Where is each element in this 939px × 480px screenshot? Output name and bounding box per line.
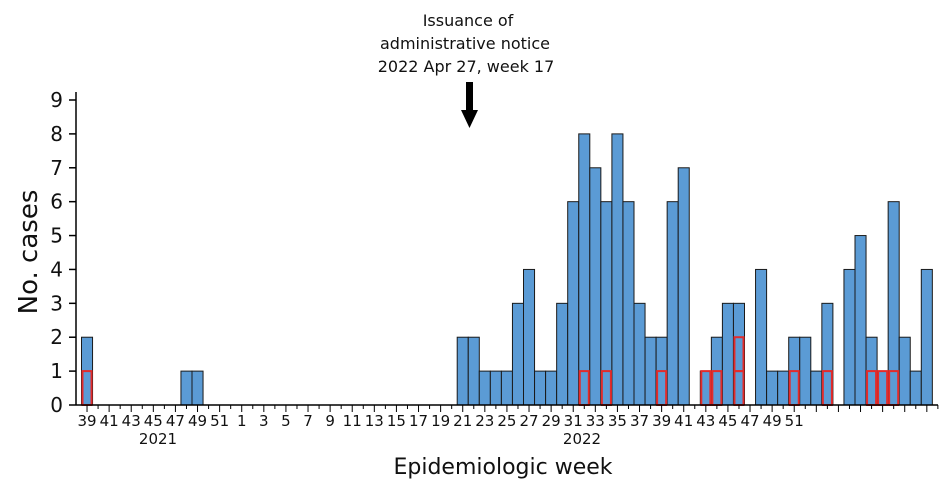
bar [755,268,768,406]
highlight-bar [733,336,745,373]
x-tick-label: 39 [77,412,96,430]
bar [677,167,690,406]
bar [191,370,204,406]
bar [854,235,867,406]
x-tick-label: 25 [497,412,516,430]
bar [843,268,856,406]
x-tick-label: 5 [281,412,291,430]
bar [478,370,491,406]
y-tick-label: 7 [50,156,63,180]
annotation-arrow-head [461,110,478,128]
x-tick-label: 45 [718,412,737,430]
x-tick-label: 37 [630,412,649,430]
x-tick-label: 33 [586,412,605,430]
x-tick-label: 13 [365,412,384,430]
y-tick-label: 6 [50,190,63,214]
x-tick-label: 41 [100,412,119,430]
y-tick-label: 3 [50,291,63,315]
bar [810,370,823,406]
x-tick-label: 49 [188,412,207,430]
bar [556,302,569,406]
x-tick-label: 19 [431,412,450,430]
bar [545,370,558,406]
x-tick-label: 15 [387,412,406,430]
bar [180,370,193,406]
bars-layer [81,133,933,406]
bar [766,370,779,406]
x-tick-label: 21 [453,412,472,430]
annotation-line-3: 2022 Apr 27, week 17 [378,57,555,76]
x-tick-label: 49 [763,412,782,430]
bar [622,201,635,406]
bar [523,268,536,406]
y-tick-label: 0 [50,393,63,417]
bar [799,336,812,406]
x-tick-label: 7 [303,412,313,430]
bar [589,167,602,406]
bar [511,302,525,406]
bar [721,302,734,406]
x-tick-label: 23 [475,412,494,430]
x-tick-label: 47 [166,412,185,430]
x-axis-title: Epidemiologic week [393,455,612,480]
y-tick-label: 5 [50,224,63,248]
annotation-arrow-shaft [466,82,473,112]
annotation: Issuance of administrative notice 2022 A… [378,11,555,128]
annotation-line-2: administrative notice [380,34,550,53]
y-axis-title: No. cases [14,190,44,315]
y-tick-label: 4 [50,257,63,281]
x-tick-label: 9 [325,412,335,430]
x-tick-label: 29 [542,412,561,430]
x-tick-label: 47 [740,412,759,430]
x-tick-label: 17 [409,412,428,430]
bar [578,133,591,406]
bar [909,370,922,406]
x-tick-label: 51 [210,412,229,430]
x-tick-label: 3 [259,412,269,430]
year-label-2022: 2022 [563,430,601,448]
bar [467,336,480,406]
x-tick-label: 39 [652,412,671,430]
bar [456,336,469,406]
bar [534,370,547,406]
x-tick-label: 27 [519,412,538,430]
annotation-line-1: Issuance of [423,11,514,30]
bar [644,336,657,406]
x-tick-label: 11 [343,412,362,430]
x-tick-label: 1 [237,412,247,430]
bar [489,370,502,406]
bar [777,370,790,406]
bar [666,201,679,406]
bar [920,268,933,406]
y-tick-label: 9 [50,88,63,112]
year-label-2021: 2021 [139,430,177,448]
x-tick-label: 31 [564,412,583,430]
x-tick-label: 43 [696,412,715,430]
y-ticks: 0 1 2 3 4 5 6 7 8 9 [50,88,76,417]
x-tick-label: 51 [785,412,804,430]
bar [500,370,513,406]
bar [567,201,580,406]
y-tick-label: 8 [50,122,63,146]
bar [633,302,646,406]
y-tick-label: 1 [50,359,63,383]
x-tick-label: 35 [608,412,627,430]
bar [898,336,911,406]
y-tick-label: 2 [50,325,63,349]
x-tick-label: 43 [122,412,141,430]
x-ticks: 39 41 43 45 47 49 51 1 3 5 7 9 11 13 15 17 19 21 23 25 27 29 3… [77,405,939,430]
bar [611,133,624,406]
x-tick-label: 45 [144,412,163,430]
x-tick-label: 41 [674,412,693,430]
